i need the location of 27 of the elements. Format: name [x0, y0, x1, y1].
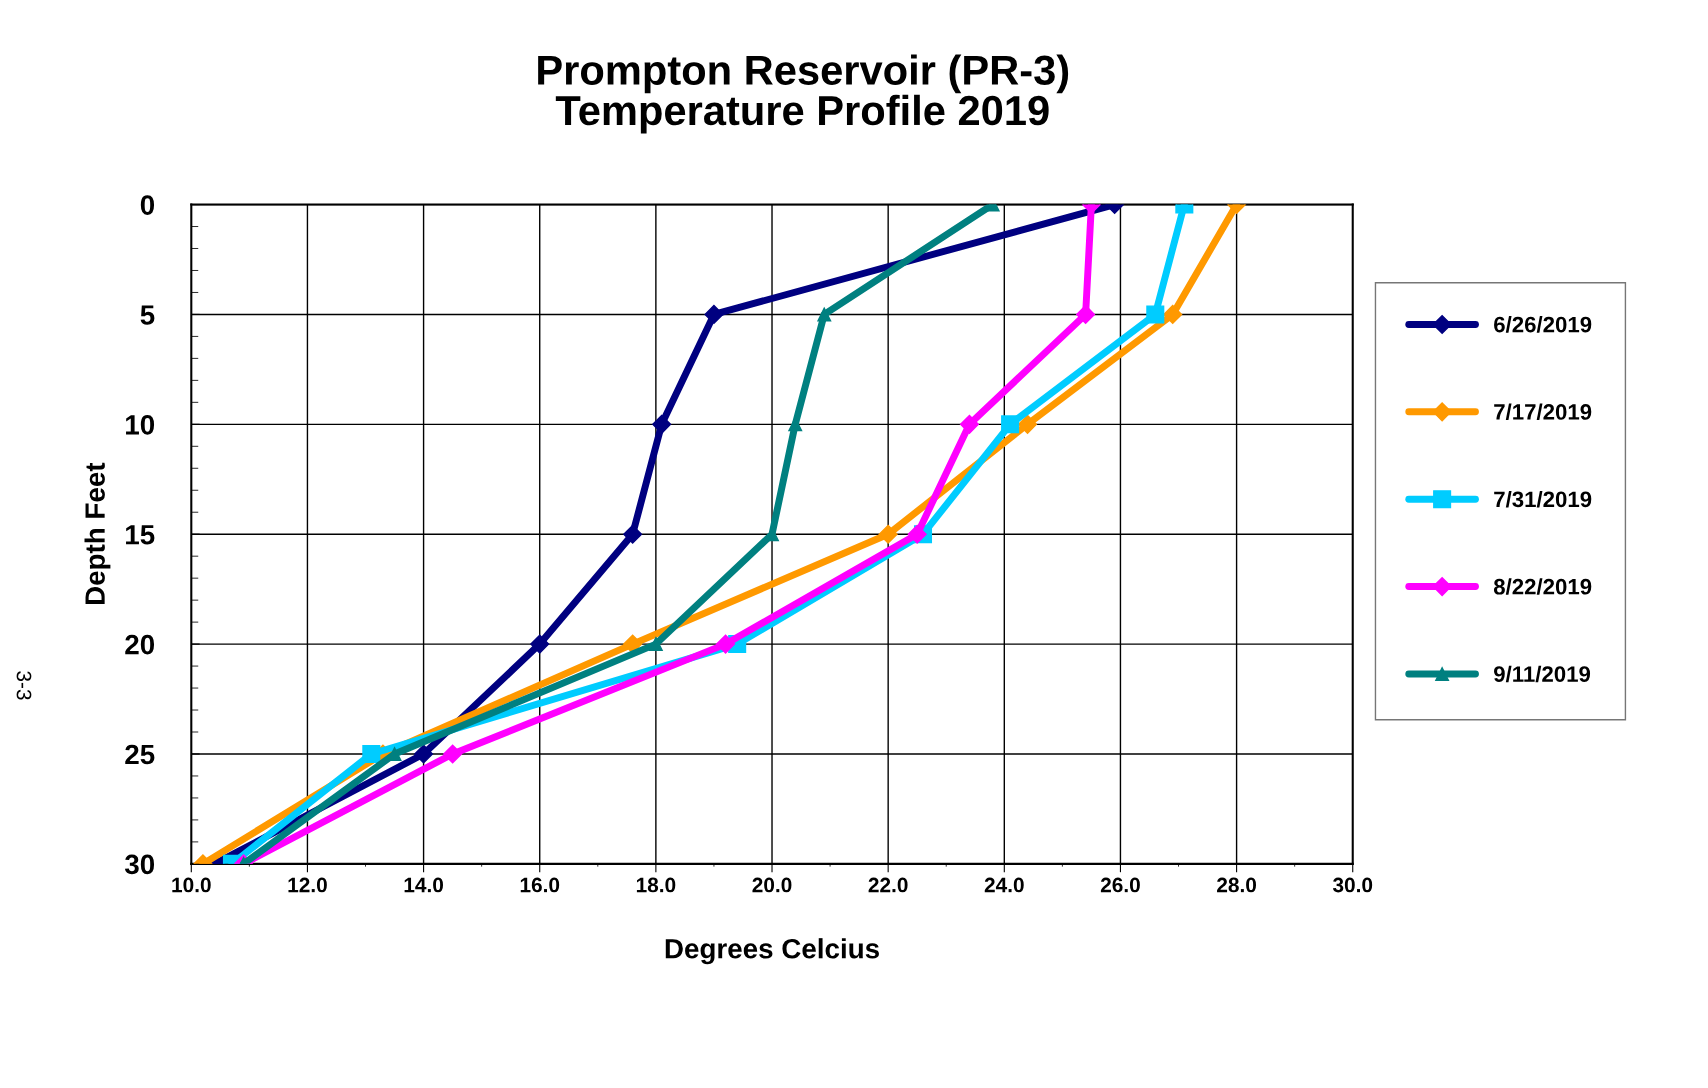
- y-tick-label: 0: [140, 195, 155, 215]
- x-tick-label: 12.0: [288, 877, 327, 893]
- x-tick-label: 24.0: [984, 877, 1024, 893]
- x-tick-label: 20.0: [752, 877, 792, 893]
- x-tick-label: 28.0: [1217, 877, 1257, 893]
- text: 3-3: [16, 671, 32, 700]
- chart-title: Prompton Reservoir (PR-3) Temperature Profile 2019: [538, 54, 1069, 134]
- y-tick-label: 15: [126, 525, 155, 545]
- y-axis-title: Depth Feet: [84, 462, 111, 605]
- y-tick-label: 20: [125, 634, 155, 655]
- x-tick-label: 18.0: [636, 877, 676, 893]
- x-tick-label: 26.0: [1100, 877, 1140, 893]
- x-tick-label: 30.0: [1332, 877, 1373, 893]
- legend-label: 8/22/2019: [1493, 578, 1592, 595]
- y-tick-label: 25: [125, 744, 155, 765]
- legend-label: 7/31/2019: [1494, 490, 1592, 508]
- x-tick-label: 10.0: [172, 877, 211, 893]
- x-tick-label: 16.0: [520, 877, 560, 893]
- legend-label: 6/26/2019: [1494, 316, 1592, 333]
- x-tick-label: 14.0: [404, 877, 444, 893]
- legend-label: 9/11/2019: [1494, 665, 1591, 683]
- legend-label: 7/17/2019: [1494, 403, 1592, 421]
- x-axis-title: Degrees Celcius: [665, 938, 879, 965]
- y-tick-label: 30: [124, 854, 155, 875]
- x-tick-label: 22.0: [868, 877, 908, 893]
- y-tick-label: 10: [126, 414, 155, 435]
- y-tick-label: 5: [140, 305, 155, 325]
